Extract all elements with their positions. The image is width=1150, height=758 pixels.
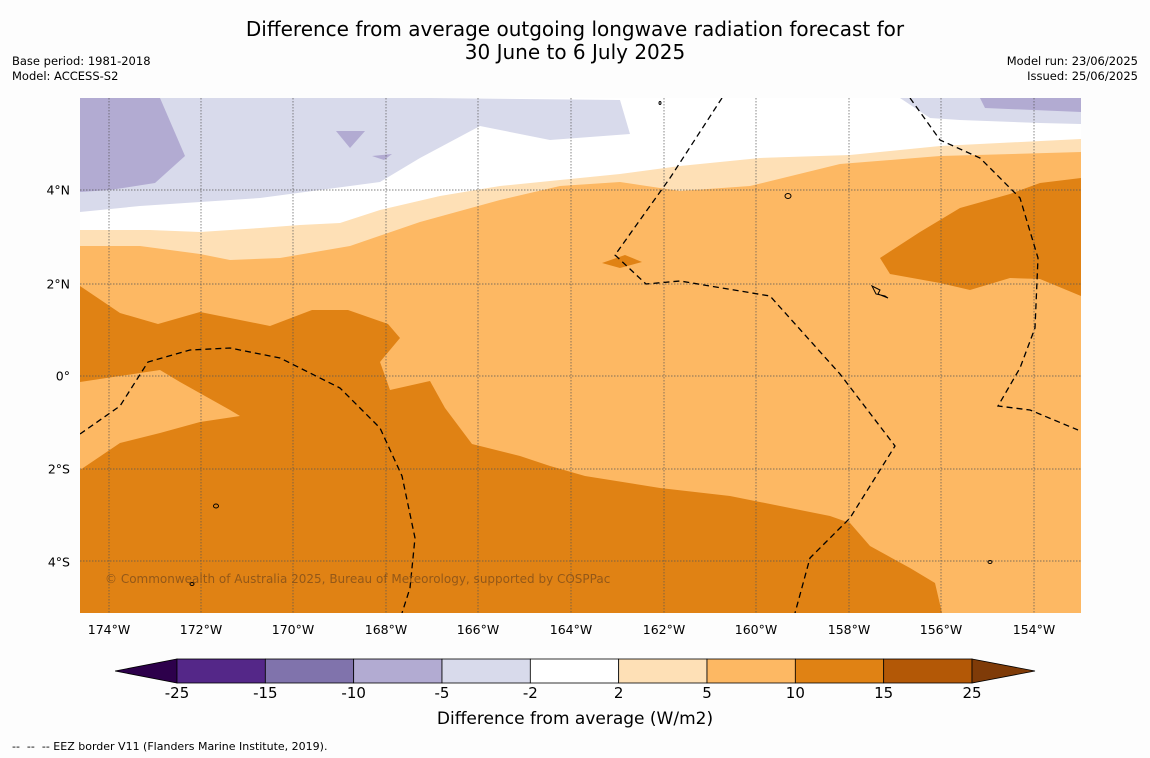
colorbar-tick-label: 15 [874, 684, 894, 702]
map-panel [80, 98, 1081, 613]
colorbar-tick-label: 25 [962, 684, 982, 702]
colorbar-arrow-high [971, 658, 1036, 684]
band-neg10-to-neg5 [80, 98, 185, 192]
colorbar-tick-label: -15 [253, 684, 278, 702]
eez-borders [80, 98, 1079, 613]
colorbar-swatch [529, 658, 620, 684]
olr-anomaly-map [80, 98, 1081, 613]
model-name: Model: ACCESS-S2 [12, 69, 119, 83]
colorbar-swatch [264, 658, 355, 684]
lon-label: 154°W [1012, 622, 1056, 637]
colorbar-swatch [176, 658, 266, 684]
colorbar-tick-label: -5 [434, 684, 450, 702]
grid-lines [80, 98, 1081, 613]
title-line-1: Difference from average outgoing longwav… [245, 17, 905, 41]
lat-label: 2°N [46, 276, 70, 292]
eez-legend: -- -- -- EEZ border V11 (Flanders Marine… [12, 740, 328, 753]
base-period: Base period: 1981-2018 [12, 54, 151, 68]
lat-label: 0° [55, 368, 70, 384]
lon-label: 168°W [364, 622, 408, 637]
band-10-to-15-east [880, 178, 1081, 296]
colorbar-swatch [883, 658, 973, 684]
band-5-to-10-west [80, 370, 240, 470]
colorbar-swatch [441, 658, 531, 684]
colorbar-label: Difference from average (W/m2) [436, 709, 714, 729]
band-neg10-to-neg5-east [980, 98, 1081, 112]
lon-label: 160°W [734, 622, 778, 637]
title-line-2: 30 June to 6 July 2025 [464, 40, 686, 64]
colorbar-tick-label: 10 [785, 684, 805, 702]
colorbar-bar [114, 658, 1036, 684]
colorbar-tick-label: 5 [702, 684, 712, 702]
lon-label: 164°W [549, 622, 593, 637]
lon-label: 174°W [87, 622, 131, 637]
colorbar-tick-label: -10 [341, 684, 366, 702]
model-run: Model run: 23/06/2025 [1006, 54, 1138, 68]
lat-label: 2°S [47, 461, 70, 477]
meta-left: Base period: 1981-2018 Model: ACCESS-S2 [12, 54, 151, 84]
lat-label: 4°S [47, 554, 70, 570]
lon-label: 166°W [456, 622, 500, 637]
colorbar-tick-label: 2 [613, 684, 624, 702]
colorbar-tick-label: -2 [522, 684, 538, 702]
copyright-text: © Commonwealth of Australia 2025, Bureau… [105, 572, 611, 586]
colorbar-swatch [353, 658, 443, 684]
lon-label: 172°W [179, 622, 223, 637]
colorbar-tick-label: -25 [164, 684, 190, 702]
colorbar-swatch [706, 658, 796, 684]
issued-date: Issued: 25/06/2025 [1027, 69, 1138, 83]
band-neg5-to-neg2 [80, 98, 630, 212]
lon-label: 158°W [827, 622, 871, 637]
meta-right: Model run: 23/06/2025 Issued: 25/06/2025 [1007, 54, 1138, 84]
lon-label: 156°W [919, 622, 963, 637]
band-10-to-15-island [602, 255, 642, 268]
colorbar-swatch [618, 658, 708, 684]
lon-label: 170°W [271, 622, 315, 637]
band-neg10-to-neg5-blob [336, 131, 365, 148]
band-10-to-15-south [80, 286, 942, 613]
lat-label: 4°N [46, 182, 70, 198]
colorbar-arrow-low [114, 658, 178, 684]
map-title: Difference from average outgoing longwav… [0, 18, 1150, 64]
band-neg10-to-neg5-blob2 [372, 154, 392, 160]
island-outlines [189, 101, 993, 586]
lon-label: 162°W [642, 622, 686, 637]
colorbar-swatch [794, 658, 885, 684]
colorbar [114, 658, 1037, 688]
